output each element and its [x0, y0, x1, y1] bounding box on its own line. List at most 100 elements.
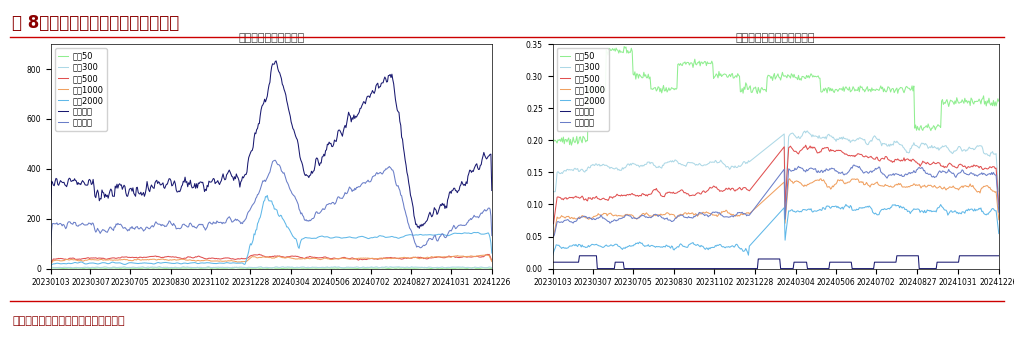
中证1000 — [815, 177, 827, 181]
沪深300 — [983, 153, 995, 157]
Line: 沪深300: 沪深300 — [553, 131, 999, 192]
中证1000 — [993, 218, 1005, 222]
创业板指 — [284, 114, 296, 118]
中证2000 — [914, 208, 926, 212]
中证1000 — [45, 262, 57, 266]
中证1000 — [788, 181, 800, 185]
中证1000 — [476, 253, 488, 257]
上证50 — [619, 45, 631, 49]
中证全指 — [269, 158, 281, 162]
沪深300 — [762, 146, 774, 150]
中证2000 — [308, 236, 320, 240]
中证2000 — [840, 202, 852, 206]
中证2000 — [547, 253, 559, 257]
上证50 — [814, 76, 826, 80]
中证全指 — [758, 193, 771, 197]
Line: 中证全指: 中证全指 — [553, 165, 999, 237]
创业板指 — [763, 257, 775, 261]
Line: 中证2000: 中证2000 — [51, 195, 492, 266]
上证50 — [914, 125, 926, 129]
沪深300 — [408, 265, 420, 269]
上证50 — [993, 99, 1005, 103]
Line: 中证500: 中证500 — [553, 145, 999, 224]
中证500 — [993, 203, 1005, 207]
沪深300 — [993, 190, 1005, 194]
创业板指 — [547, 260, 559, 264]
中证500 — [407, 255, 419, 259]
创业板指 — [414, 226, 426, 231]
中证全指 — [848, 163, 860, 167]
中证500 — [758, 170, 771, 174]
中证500 — [258, 254, 270, 258]
中证全指 — [486, 234, 498, 238]
中证全指 — [45, 243, 57, 247]
中证全指 — [762, 190, 774, 194]
Title: 各宽基指数破净个股数: 各宽基指数破净个股数 — [238, 33, 304, 44]
中证2000 — [993, 232, 1005, 236]
沪深300 — [256, 265, 268, 269]
Line: 中证1000: 中证1000 — [553, 179, 999, 237]
中证2000 — [762, 224, 774, 228]
中证全指 — [257, 179, 269, 183]
中证2000 — [407, 233, 419, 237]
创业板指 — [993, 254, 1005, 258]
中证全指 — [788, 168, 800, 172]
中证1000 — [547, 235, 559, 239]
沪深300 — [801, 129, 813, 133]
沪深300 — [259, 266, 271, 270]
创业板指 — [257, 103, 269, 107]
Line: 中证2000: 中证2000 — [553, 204, 999, 255]
中证500 — [813, 151, 825, 155]
Line: 上证50: 上证50 — [553, 47, 999, 145]
Line: 创业板指: 创业板指 — [51, 61, 492, 228]
Line: 中证1000: 中证1000 — [51, 255, 492, 264]
Line: 沪深300: 沪深300 — [51, 267, 492, 268]
创业板指 — [591, 267, 603, 271]
创业板指 — [308, 169, 320, 173]
中证全指 — [308, 216, 320, 220]
中证1000 — [758, 198, 771, 202]
中证全指 — [993, 210, 1005, 214]
中证全指 — [407, 235, 419, 239]
沪深300 — [758, 148, 771, 152]
沪深300 — [309, 265, 321, 269]
中证500 — [476, 255, 488, 259]
上证50 — [284, 266, 296, 270]
上证50 — [45, 266, 57, 270]
沪深300 — [547, 190, 559, 194]
中证500 — [547, 222, 559, 226]
中证1000 — [307, 256, 319, 260]
创业板指 — [270, 59, 282, 63]
创业板指 — [486, 188, 498, 192]
上证50 — [308, 266, 320, 270]
创业板指 — [45, 207, 57, 211]
中证1000 — [812, 178, 824, 182]
Line: 中证全指: 中证全指 — [51, 160, 492, 248]
中证1000 — [480, 253, 492, 257]
中证500 — [800, 143, 812, 147]
创业板指 — [255, 114, 267, 118]
上证50 — [790, 76, 802, 80]
上证50 — [258, 266, 270, 270]
中证500 — [254, 252, 266, 256]
上证50 — [255, 266, 267, 270]
创业板指 — [790, 260, 802, 264]
沪深300 — [788, 133, 800, 137]
创业板指 — [407, 205, 419, 209]
Text: 数据来源：聚宽，江海证券研究发展部: 数据来源：聚宽，江海证券研究发展部 — [12, 317, 125, 326]
上证50 — [547, 136, 559, 140]
中证1000 — [983, 186, 995, 190]
Line: 上证50: 上证50 — [51, 268, 492, 269]
中证500 — [486, 258, 498, 262]
Legend: 上证50, 沪深300, 中证500, 中证1000, 中证2000, 创业板指, 中证全指: 上证50, 沪深300, 中证500, 中证1000, 中证2000, 创业板指… — [55, 48, 106, 131]
上证50 — [425, 267, 437, 271]
Line: 中证500: 中证500 — [51, 254, 492, 263]
创业板指 — [814, 267, 826, 271]
上证50 — [763, 73, 775, 78]
中证全指 — [255, 187, 267, 191]
中证500 — [788, 149, 800, 153]
中证500 — [762, 166, 774, 170]
沪深300 — [153, 265, 165, 269]
中证500 — [284, 254, 296, 258]
中证2000 — [476, 232, 488, 236]
